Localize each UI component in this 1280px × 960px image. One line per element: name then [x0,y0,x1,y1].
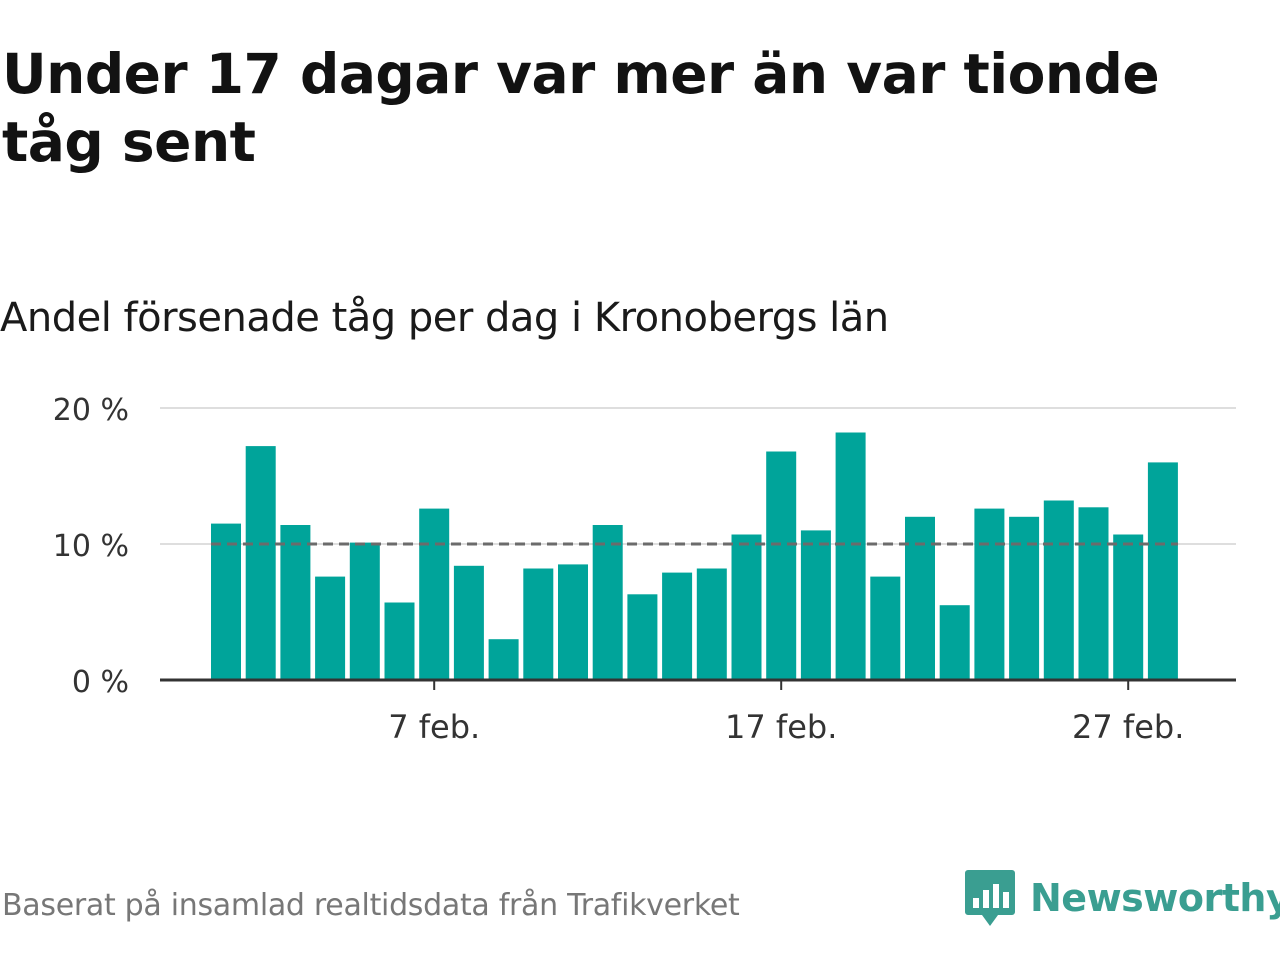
chart-subtitle: Andel försenade tåg per dag i Kronobergs… [0,295,889,341]
bar [349,542,380,680]
bar [627,594,658,680]
bar [315,576,346,680]
grid-lines [160,407,1236,545]
bar [800,530,831,680]
bar [419,508,450,680]
bar [870,576,901,680]
bar [905,516,935,680]
chart-title: Under 17 dagar var mer än var tionde tåg… [2,42,1160,174]
source-note: Baserat på insamlad realtidsdata från Tr… [2,888,740,923]
brand-name: Newsworthy [1030,876,1280,920]
bar [245,446,276,680]
bar [558,564,588,680]
axes: 0 % 10 % 20 % 7 feb. 17 feb. 27 feb. [53,393,1236,746]
x-tick-label: 17 feb. [725,708,837,746]
bar [974,508,1005,680]
bar [731,534,762,680]
bar [488,639,519,680]
bar [384,602,415,680]
bar [1043,500,1074,680]
bar [939,605,970,680]
bar [211,523,241,680]
bar [1009,516,1040,680]
brand-logo: Newsworthy [964,866,1280,930]
bar-chart: 0 % 10 % 20 % 7 feb. 17 feb. 27 feb. [53,393,1236,746]
bar [766,451,797,680]
y-tick-label: 20 % [53,393,129,428]
y-tick-label: 10 % [53,529,129,564]
bar [662,572,693,680]
x-tick-label: 27 feb. [1072,708,1184,746]
bars [211,432,1178,680]
bar [1113,534,1144,680]
bar [835,432,866,680]
newsworthy-logo-icon [965,870,1015,926]
bar [1147,462,1178,680]
bar [453,565,484,680]
x-tick-label: 7 feb. [388,708,480,746]
bar [592,525,623,680]
bar [523,568,554,680]
bar [1078,507,1109,680]
bar [696,568,727,680]
y-tick-label: 0 % [72,665,129,700]
bar [280,525,311,680]
